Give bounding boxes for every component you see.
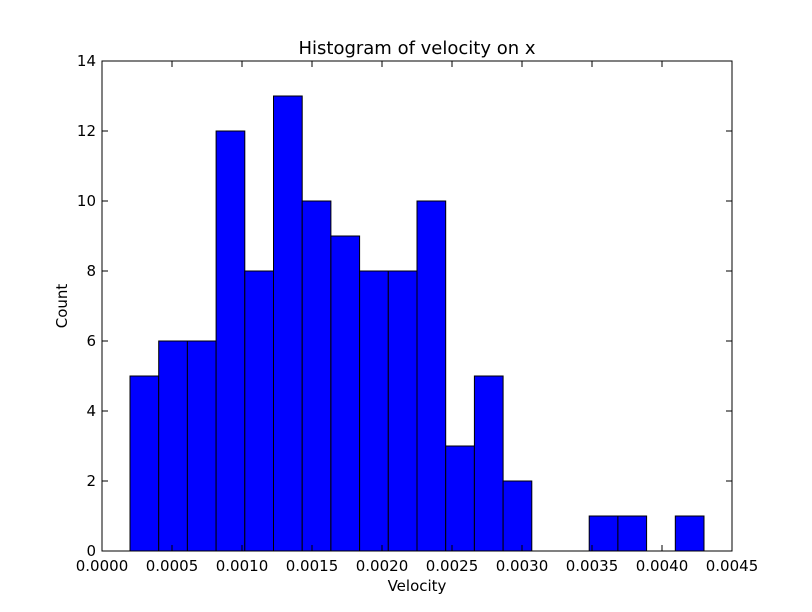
x-tick-label: 0.0000 [76, 557, 129, 575]
x-tick-label: 0.0015 [286, 557, 339, 575]
chart-title: Histogram of velocity on x [298, 38, 535, 59]
histogram-bar-10 [416, 200, 447, 552]
x-tick-label: 0.0025 [426, 557, 479, 575]
histogram-bar-6 [301, 200, 332, 552]
x-tick-label: 0.0005 [146, 557, 199, 575]
y-axis-title: Count [53, 284, 71, 329]
x-tick-label: 0.0045 [706, 557, 759, 575]
histogram-bar-19 [674, 515, 705, 552]
x-axis-title: Velocity [388, 577, 447, 595]
y-tick-label: 6 [86, 332, 96, 350]
histogram-bar-1 [158, 340, 188, 552]
y-tick-label: 0 [86, 542, 96, 560]
ticks-layer: 0.0000 0.0005 0.0010 0.0015 0.0020 0.0025 0.00… [76, 52, 759, 575]
histogram-bar-11 [445, 445, 475, 552]
histogram-bar-17 [617, 515, 648, 552]
x-tick-label: 0.0035 [566, 557, 619, 575]
y-tick-label: 8 [86, 262, 96, 280]
histogram-bar-4 [244, 270, 275, 552]
bars-layer [129, 95, 705, 552]
histogram-bar-9 [387, 270, 418, 552]
histogram-bar-13 [502, 480, 533, 552]
plot-frame [101, 60, 733, 552]
x-tick-label: 0.0030 [496, 557, 549, 575]
histogram-bar-2 [186, 340, 217, 552]
histogram-bar-12 [473, 375, 504, 552]
histogram-bar-8 [359, 270, 389, 552]
histogram-bar-3 [215, 130, 246, 552]
y-tick-label: 14 [77, 52, 96, 70]
histogram-bar-16 [588, 515, 619, 552]
x-tick-label: 0.0010 [216, 557, 269, 575]
x-tick-label: 0.0040 [636, 557, 689, 575]
histogram-bar-0 [129, 375, 160, 552]
histogram-bar-7 [330, 235, 361, 552]
x-tick-label: 0.0020 [356, 557, 409, 575]
y-tick-label: 2 [86, 472, 96, 490]
y-tick-label: 4 [86, 402, 96, 420]
y-tick-label: 12 [77, 122, 96, 140]
y-tick-label: 10 [77, 192, 96, 210]
histogram-bar-5 [273, 95, 303, 552]
